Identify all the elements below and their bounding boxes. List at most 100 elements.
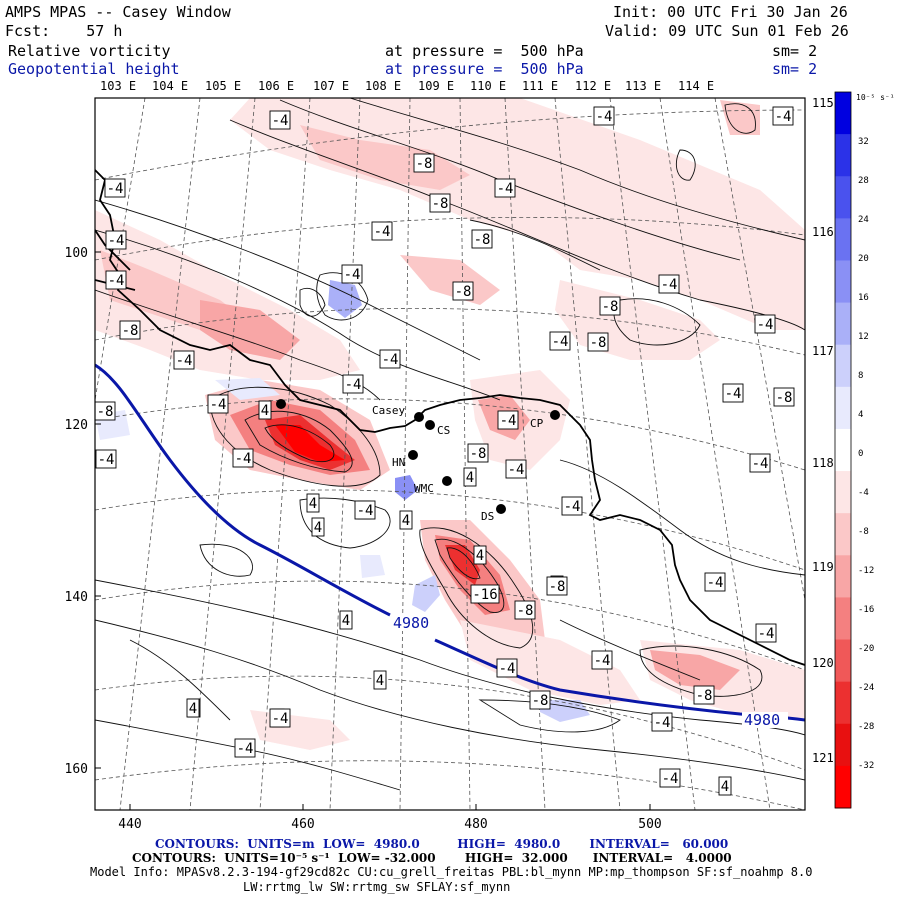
footer-model-info: Model Info: MPASv8.2.3-194-gf29cd82c CU:… [90, 865, 813, 879]
contour-label: -4 [552, 334, 569, 350]
contour-label-box [306, 493, 320, 513]
contour-label: -4 [98, 452, 115, 468]
top-lon-label: 108 E [365, 79, 402, 93]
station-marker [414, 412, 424, 422]
colorbar-swatch [835, 471, 851, 514]
contour-labels: -4 -4 -4 -4 -8 -4 -8 -4 -8 -4 -4 -4 -8 -4 -8 -4 -8 -4 -8 -4… [95, 106, 795, 796]
colorbar-tick: -4 [858, 488, 869, 498]
station-marker [496, 504, 506, 514]
valid-time: Valid: 09 UTC Sun 01 Feb 26 [605, 22, 849, 40]
contour-label-box [722, 383, 744, 403]
contour-label: 4 [189, 701, 197, 717]
contour-label-box [371, 221, 393, 241]
contour-label: -4 [752, 456, 769, 472]
field1-smooth: sm= 2 [772, 42, 818, 60]
contour-label-box [693, 685, 715, 705]
colorbar-tick: -12 [858, 566, 874, 576]
colorbar-swatch [835, 765, 851, 809]
footer-height-contours: CONTOURS: UNITS=m LOW= 4980.0 HIGH= 4980… [155, 837, 729, 851]
contour-label: -4 [758, 626, 775, 642]
contour-label-box [659, 768, 681, 788]
init-time: Init: 00 UTC Fri 30 Jan 26 [613, 3, 848, 21]
y-tick-label: 140 [65, 590, 88, 605]
contour-label: -4 [210, 397, 227, 413]
contour-label-box [341, 264, 363, 284]
colorbar-unit: 10⁻⁵ s⁻¹ [856, 93, 895, 102]
contour-label-box [186, 698, 200, 718]
contour-label-box [471, 229, 493, 249]
contour-label-box [258, 400, 272, 420]
contour-label-box [497, 410, 519, 430]
contour-label-box [704, 572, 726, 592]
contour-label: -8 [776, 390, 793, 406]
contour-label-box [413, 153, 435, 173]
contour-label: -8 [122, 323, 139, 339]
forecast-hour: Fcst: 57 h [5, 22, 123, 40]
contour-label-box [749, 453, 771, 473]
top-lon-label: 104 E [152, 79, 189, 93]
field1-name: Relative vorticity [8, 42, 171, 60]
station-marker [276, 399, 286, 409]
contour-label: -8 [602, 299, 619, 315]
contour-label: -8 [416, 156, 433, 172]
contour-label-box [772, 106, 794, 126]
top-lon-label: 113 E [625, 79, 662, 93]
height-label: 4980 [393, 614, 429, 632]
colorbar-swatch [835, 723, 851, 767]
colorbar-tick: 28 [858, 176, 869, 186]
contour-label: -8 [696, 688, 713, 704]
contour-label: 4 [721, 779, 729, 795]
contour-label: -4 [497, 181, 514, 197]
contour-label: -4 [500, 413, 517, 429]
contour-label: -16 [472, 587, 497, 603]
contour-label-box [232, 448, 254, 468]
contour-label-box [467, 443, 489, 463]
colorbar-swatch [835, 597, 851, 641]
field1-level: at pressure = 500 hPa [385, 42, 584, 60]
y-tick-label: 100 [65, 246, 88, 261]
x-tick-label: 440 [118, 817, 141, 832]
colorbar-tick: 12 [858, 332, 869, 342]
footer-physics-info: LW:rrtmg_lw SW:rrtmg_sw SFLAY:sf_mynn [243, 880, 511, 894]
height-label: 4980 [744, 711, 780, 729]
contour-label-box [234, 738, 256, 758]
contour-label-box [105, 270, 127, 290]
contour-label: -4 [374, 224, 391, 240]
colorbar-swatch [835, 302, 851, 346]
top-lon-label: 114 E [678, 79, 715, 93]
station-marker [550, 410, 560, 420]
contour-label-box [399, 510, 413, 530]
contour-label: -8 [532, 693, 549, 709]
contour-label: -4 [499, 661, 516, 677]
contour-label-box [561, 496, 583, 516]
colorbar-tick: 8 [858, 371, 863, 381]
station-label: CS [437, 424, 450, 437]
colorbar: 10⁻⁵ s⁻¹ 32 28 24 20 16 12 8 4 0 -4 -8 -12 -16 -20 -24 -… [834, 91, 895, 809]
contour-label: -4 [508, 462, 525, 478]
top-lon-label: 112 E [575, 79, 612, 93]
contour-label-box [373, 670, 387, 690]
y-tick-label: 120 [65, 418, 88, 433]
footer-vorticity-contours: CONTOURS: UNITS=10⁻⁵ s⁻¹ LOW= -32.000 HI… [132, 851, 732, 865]
contour-label-box [473, 545, 487, 565]
contour-label: 4 [402, 513, 410, 529]
contour-label-box [591, 650, 613, 670]
colorbar-swatch [835, 134, 851, 177]
top-lon-label: 107 E [313, 79, 350, 93]
contour-label-box [207, 394, 229, 414]
contour-label: -4 [382, 352, 399, 368]
contour-label: -4 [596, 109, 613, 125]
contour-label: -4 [107, 181, 124, 197]
contour-label: -4 [775, 109, 792, 125]
x-tick-label: 480 [464, 817, 487, 832]
contour-label: -4 [344, 267, 361, 283]
contour-label-box [105, 230, 127, 250]
contour-label: 4 [309, 496, 317, 512]
contour-label-box [269, 110, 291, 130]
top-lon-label: 105 E [205, 79, 242, 93]
contour-label-box [379, 349, 401, 369]
contour-label-box [529, 690, 551, 710]
top-lon-label: 110 E [470, 79, 507, 93]
top-lon-label: 109 E [418, 79, 455, 93]
contour-label-box [95, 401, 116, 421]
